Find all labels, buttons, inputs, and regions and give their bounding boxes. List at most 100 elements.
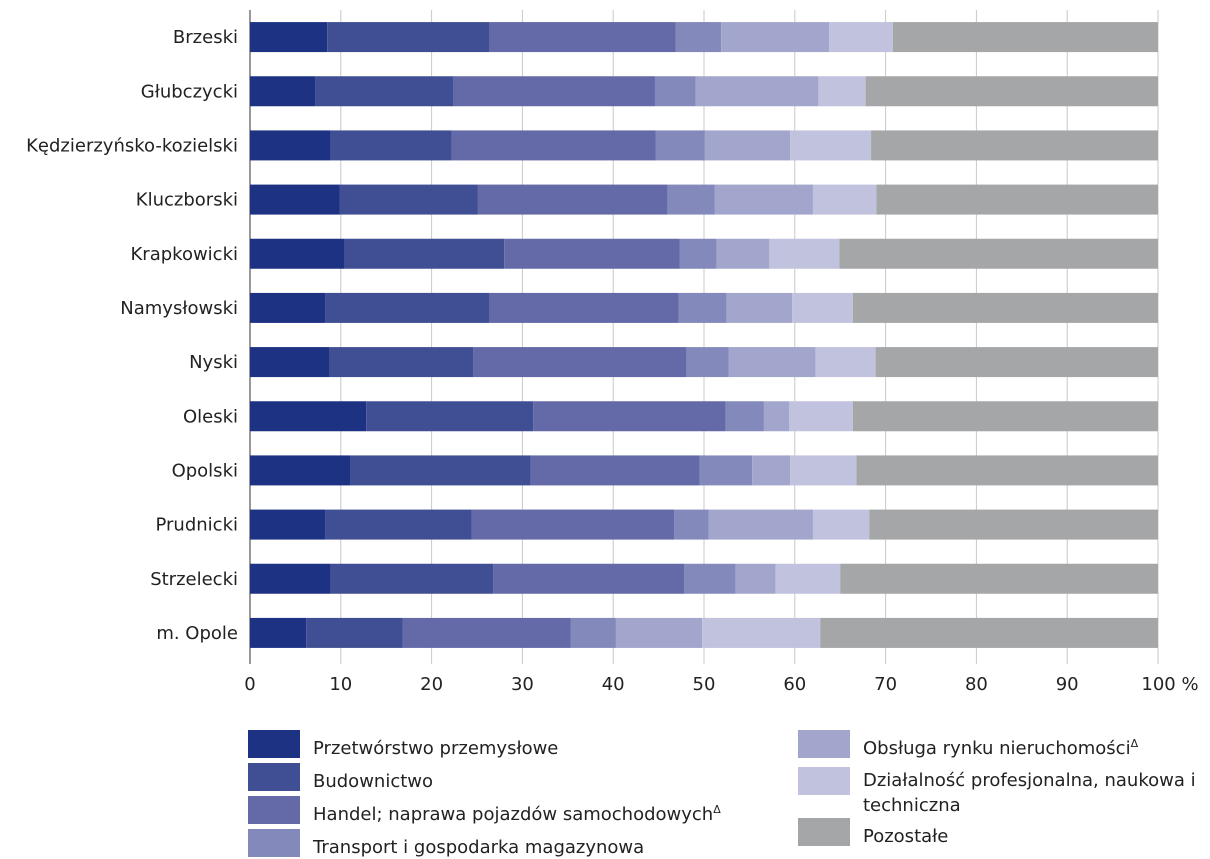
bar-segment — [686, 347, 729, 378]
category-label: Oleski — [183, 406, 238, 427]
bar-segment — [763, 401, 790, 432]
legend-label: Przetwórstwo przemysłowe — [313, 738, 559, 759]
legend-item-trade: Handel; naprawa pojazdów samochodowychΔ — [248, 796, 721, 825]
legend-item-other: Pozostałe — [798, 818, 948, 847]
bar-segment — [315, 76, 454, 107]
bar-segment — [250, 76, 316, 107]
bar-segment — [250, 238, 345, 269]
x-tick-label: 100 % — [1141, 674, 1198, 695]
bar-segment — [667, 184, 715, 215]
x-tick-label: 70 — [874, 674, 897, 695]
legend-swatch — [798, 730, 850, 758]
x-tick-label: 20 — [420, 674, 443, 695]
bar-segment — [728, 347, 816, 378]
bar-segment — [852, 401, 1158, 432]
bar-segment — [679, 238, 717, 269]
category-label: Brzeski — [173, 27, 238, 48]
bar-segment — [699, 455, 753, 486]
bar-segment — [721, 22, 830, 53]
x-tick-label: 10 — [329, 674, 352, 695]
bar-segment — [678, 292, 727, 323]
bar-segment — [714, 184, 813, 215]
x-tick-label: 0 — [244, 674, 255, 695]
bar-segment — [328, 347, 474, 378]
bar-segment — [327, 22, 490, 53]
bar-segment — [865, 76, 1158, 107]
bar-segment — [654, 76, 696, 107]
category-label: Strzelecki — [150, 569, 238, 590]
legend-swatch — [248, 796, 300, 824]
legend-item-real-estate: Obsługa rynku nieruchomościΔ — [798, 730, 1138, 759]
bar-segment — [852, 292, 1158, 323]
legend-label: Pozostałe — [863, 826, 949, 847]
bar-segment — [402, 617, 571, 648]
bar-segment — [489, 22, 676, 53]
category-label: Nyski — [189, 352, 238, 373]
bar-segment — [875, 347, 1158, 378]
legend-item-professional: Działalność profesjonalna, naukowa i tec… — [798, 767, 1208, 816]
bar-segment — [775, 563, 841, 594]
bar-segment — [695, 76, 819, 107]
bar-segment — [471, 509, 675, 540]
bar-segment — [570, 617, 616, 648]
bar-segment — [250, 509, 326, 540]
legend-swatch — [798, 818, 850, 846]
legend-swatch — [248, 829, 300, 857]
bar-segment — [769, 238, 840, 269]
category-label: Kędzierzyńsko-kozielski — [26, 135, 238, 156]
bar-segment — [684, 563, 736, 594]
bar-segment — [250, 184, 340, 215]
bar-segment — [344, 238, 505, 269]
legend-label: Transport i gospodarka magazynowa — [313, 837, 645, 858]
category-label: Głubczycki — [141, 81, 238, 102]
bar-segment — [716, 238, 770, 269]
bar-segment — [792, 292, 853, 323]
bar-segment — [250, 22, 328, 53]
bar-segment — [530, 455, 700, 486]
bar-segment — [250, 617, 307, 648]
bar-segment — [489, 292, 679, 323]
bar-segment — [871, 130, 1158, 161]
y-axis-labels: Brzeski Głubczycki Kędzierzyńsko-kozielski… — [26, 27, 238, 644]
bar-segment — [615, 617, 703, 648]
legend-swatch — [798, 767, 850, 795]
stacked-bar-chart: Brzeski Głubczycki Kędzierzyńsko-kozielski… — [26, 10, 1199, 695]
bar-segment — [704, 130, 791, 161]
legend-label: Działalność profesjonalna, naukowa i tec… — [863, 770, 1196, 816]
category-label: m. Opole — [156, 623, 238, 644]
bar-segment — [752, 455, 791, 486]
bar-segment — [702, 617, 821, 648]
legend-label: Obsługa rynku nieruchomościΔ — [863, 737, 1139, 759]
legend-item-construction: Budownictwo — [248, 763, 433, 792]
bar-segment — [708, 509, 813, 540]
category-label: Krapkowicki — [131, 244, 239, 265]
bar-segment — [812, 184, 877, 215]
bar-segment — [674, 509, 709, 540]
x-axis-tick-labels: 0 10 20 30 40 50 60 70 80 90 100 % — [244, 674, 1198, 695]
bar-segment — [735, 563, 776, 594]
legend-item-transport: Transport i gospodarka magazynowa — [248, 829, 644, 858]
x-tick-label: 60 — [783, 674, 806, 695]
bar-segment — [250, 130, 331, 161]
bar-segment — [869, 509, 1158, 540]
bar-segment — [675, 22, 722, 53]
legend-swatch — [248, 730, 300, 758]
x-tick-label: 30 — [511, 674, 534, 695]
bar-segment — [339, 184, 478, 215]
bar-segment — [856, 455, 1158, 486]
bar-segment — [829, 22, 893, 53]
bar-segment — [250, 455, 351, 486]
bar-segment — [453, 76, 655, 107]
bar-segment — [655, 130, 705, 161]
x-tick-label: 50 — [693, 674, 716, 695]
bar-segment — [250, 347, 329, 378]
gridlines — [249, 10, 1159, 664]
bar-segment — [790, 130, 872, 161]
x-tick-label: 80 — [965, 674, 988, 695]
bar-segment — [812, 509, 870, 540]
bar-segment — [725, 401, 764, 432]
bar-segment — [325, 292, 490, 323]
category-label: Kluczborski — [136, 190, 238, 211]
legend-swatch — [248, 763, 300, 791]
bar-segment — [451, 130, 656, 161]
